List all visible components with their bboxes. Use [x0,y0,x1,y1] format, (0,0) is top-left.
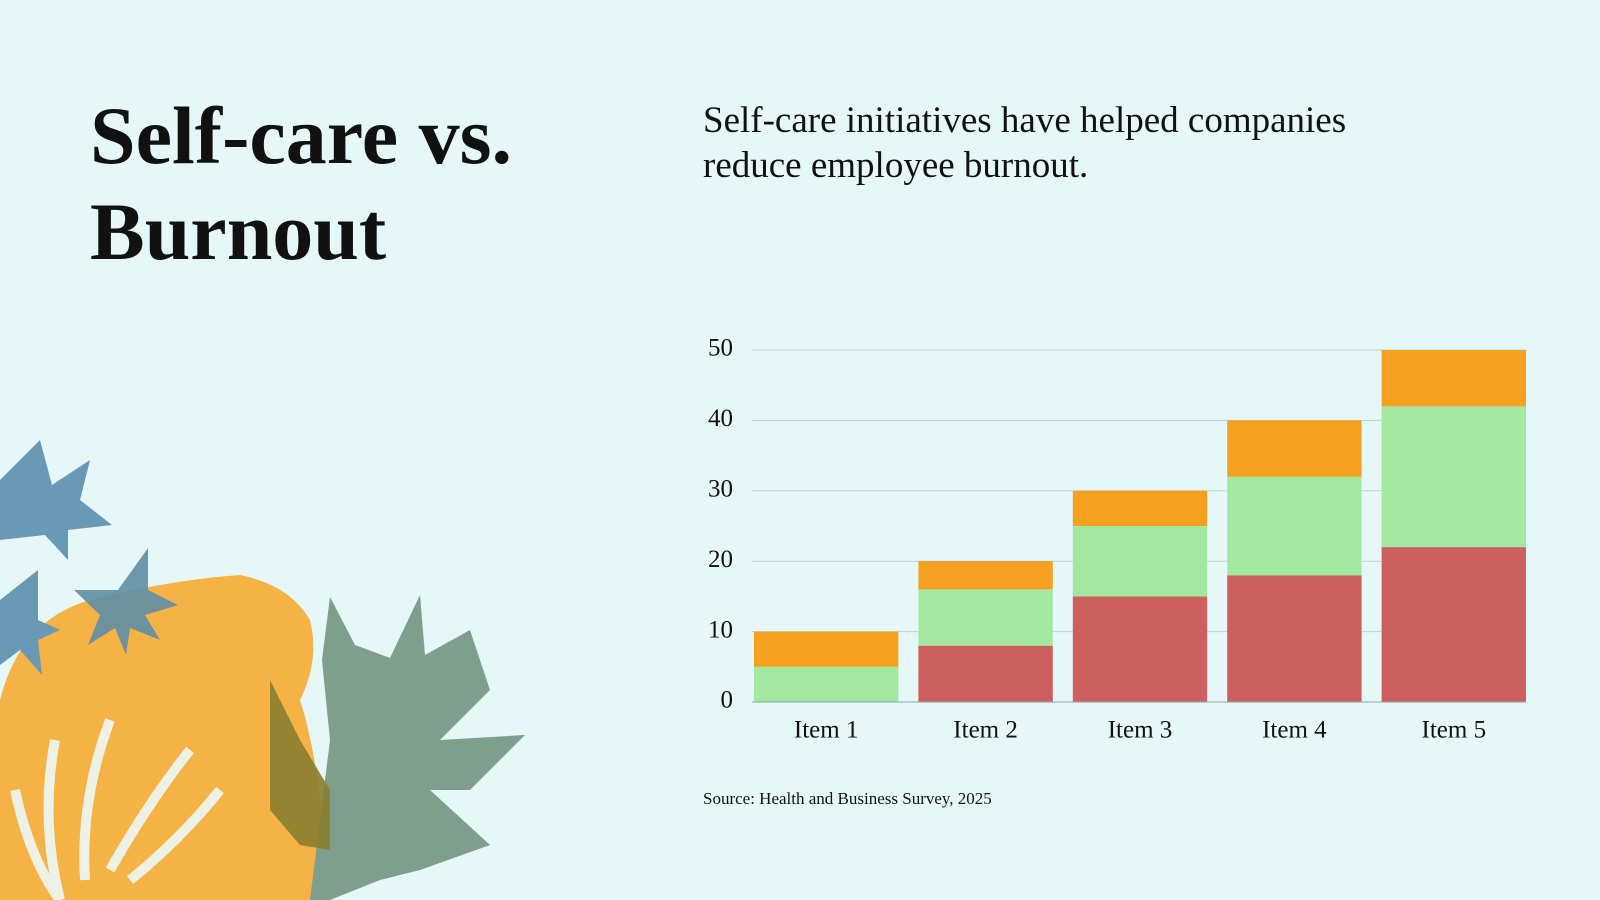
bar-segment [1381,406,1526,548]
bar-segment [918,561,1053,590]
x-tick-label: Item 2 [953,717,1018,744]
bar-segment [1072,526,1208,597]
bar-segment [1227,476,1362,576]
slide-subtitle: Self-care initiatives have helped compan… [703,100,1347,186]
source-note: Source: Health and Business Survey, 2025 [703,789,992,808]
y-tick-label: 20 [708,546,733,573]
bar-segment [754,666,899,702]
x-tick-label: Item 4 [1262,717,1327,744]
bar-segment [1381,350,1526,407]
slide-title: Self-care vs. Burnout [90,90,513,277]
bar-segment [1227,575,1362,702]
y-tick-label: 10 [708,616,733,643]
bar-segment [1072,596,1208,702]
bar-segment [1072,490,1208,526]
y-tick-label: 0 [721,687,734,714]
y-tick-label: 40 [708,405,733,432]
bar-segment [918,645,1053,702]
x-tick-label: Item 1 [794,717,859,744]
x-tick-label: Item 3 [1108,717,1173,744]
y-tick-label: 50 [708,335,733,362]
y-tick-label: 30 [708,476,733,503]
x-tick-label: Item 5 [1422,717,1487,744]
bar-segment [754,631,899,667]
bar-segment [1227,420,1362,477]
bar-segment [1381,547,1526,702]
decoration [0,440,525,900]
bar-segment [918,589,1053,646]
